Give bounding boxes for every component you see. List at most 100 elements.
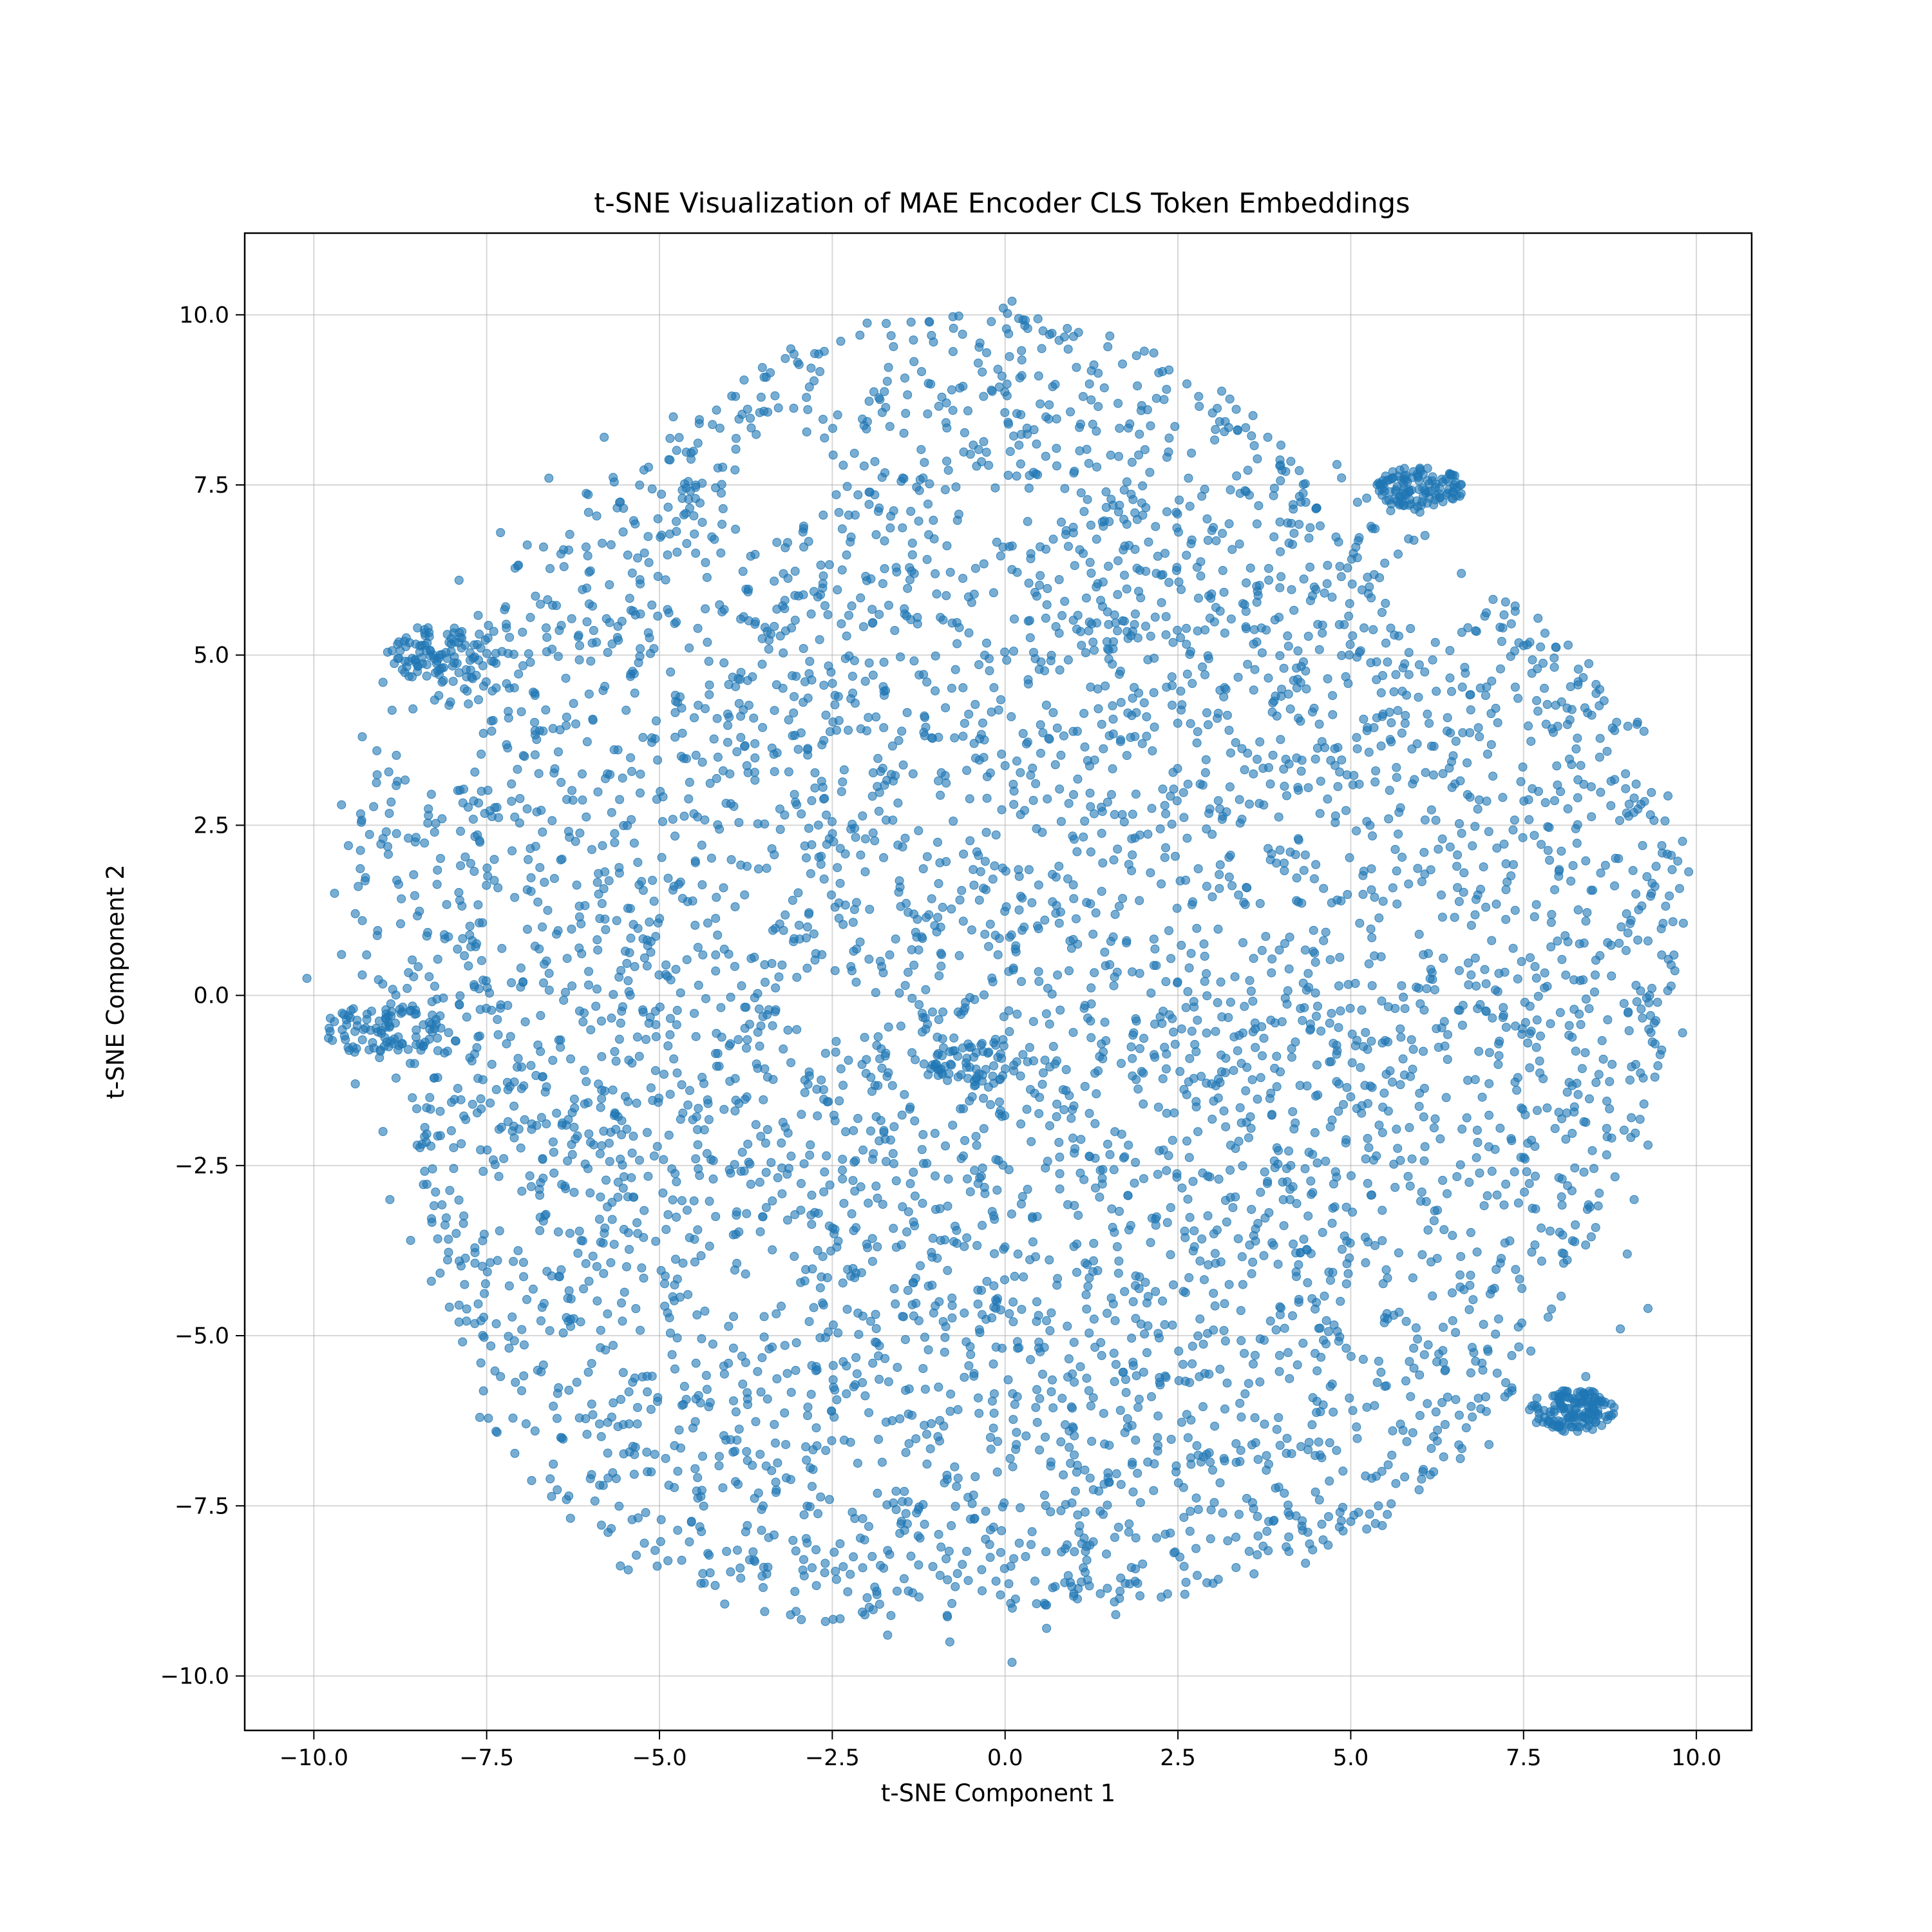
data-point [1437,890,1446,900]
data-point [1335,562,1345,571]
data-point [444,1028,453,1037]
data-point [1226,485,1235,495]
data-point [526,612,535,622]
data-point [1352,733,1361,743]
data-point [615,795,625,804]
data-point [1089,1238,1099,1248]
data-point [818,1252,828,1262]
data-point [587,845,596,855]
data-point [531,591,540,601]
data-point [1473,1394,1483,1403]
data-point [836,336,846,346]
data-point [867,605,877,614]
data-point [492,802,502,812]
data-point [697,518,707,527]
data-point [1492,843,1502,853]
data-point [1510,683,1520,692]
data-point [605,1157,614,1166]
data-point [724,1321,734,1331]
data-point [1143,1321,1153,1331]
data-point [847,1209,857,1218]
data-point [613,1177,623,1187]
data-point [608,1468,618,1477]
data-point [634,658,643,667]
data-point [772,1374,782,1383]
data-point [1580,1048,1590,1057]
data-point [533,897,543,907]
data-point [1547,1304,1557,1314]
data-point [462,1304,471,1314]
data-point [663,1210,673,1220]
data-point [1116,697,1126,707]
data-point [526,1182,536,1191]
data-point [1061,1065,1071,1074]
data-point [468,1099,477,1109]
data-point [1149,1486,1159,1495]
data-point [1296,1442,1306,1452]
data-point [1443,713,1452,723]
data-point [337,800,346,810]
data-point [521,1419,531,1428]
data-point [1034,371,1043,381]
data-point [1085,788,1095,798]
data-point [493,1030,503,1039]
data-point [1208,408,1217,418]
data-point [387,705,397,715]
data-point [1244,1546,1254,1556]
data-point [510,893,520,902]
data-point [1018,1192,1027,1201]
data-point [1101,961,1110,971]
data-point [1083,1282,1093,1291]
data-point [1595,685,1605,694]
data-point [427,1218,437,1227]
data-point [1274,945,1284,955]
data-point [998,1035,1008,1045]
data-point [820,793,829,803]
data-point [1014,440,1024,450]
data-point [1329,1320,1339,1330]
data-point [1508,825,1518,835]
data-point [1104,620,1113,629]
data-point [1669,951,1679,960]
data-point [971,699,980,709]
data-point [478,1166,488,1176]
data-point [958,574,968,583]
data-point [433,866,442,875]
data-point [672,527,681,536]
data-point [1215,804,1225,814]
data-point [636,1325,645,1335]
data-point [741,1003,751,1012]
data-point [1132,564,1142,573]
data-point [914,516,923,526]
data-point [807,1190,817,1200]
data-point [494,1171,504,1181]
data-point [693,1140,703,1150]
data-point [1418,1467,1428,1477]
data-point [688,1115,697,1124]
data-point [1176,687,1186,696]
data-point [742,1043,751,1053]
data-point [998,1343,1007,1353]
data-point [1554,866,1564,876]
data-point [743,1035,752,1045]
data-point [633,1403,642,1412]
data-point [707,532,717,542]
data-point [691,1358,701,1368]
data-point [667,1350,677,1359]
data-point [757,363,767,372]
data-point [1208,829,1217,839]
data-point [663,873,673,883]
data-point [1443,1055,1452,1065]
data-point [701,604,710,614]
data-point [481,677,491,687]
data-point [981,448,991,457]
data-point [1068,880,1078,889]
data-point [1631,1128,1640,1138]
data-point [1041,1501,1050,1510]
data-point [819,1187,829,1197]
data-point [643,1387,652,1397]
data-point [629,516,638,526]
data-point [779,648,788,658]
data-point [1032,1316,1041,1326]
